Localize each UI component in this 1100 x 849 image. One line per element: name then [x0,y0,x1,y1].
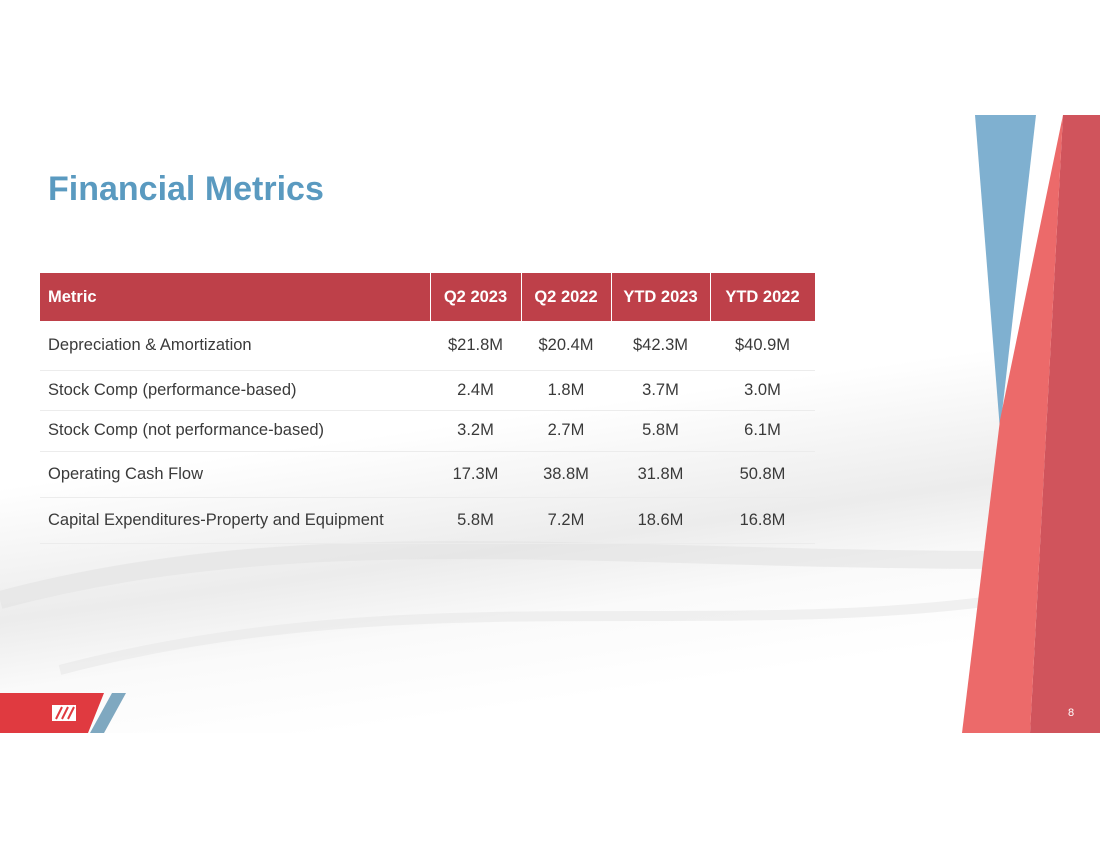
page-number: 8 [1068,707,1075,719]
value-cell: 17.3M [430,451,521,498]
table-row: Operating Cash Flow 17.3M 38.8M 31.8M 50.8M [40,451,815,498]
table-row: Stock Comp (not performance-based) 3.2M 2.… [40,410,815,452]
value-cell: 50.8M [710,451,815,498]
value-cell: 6.1M [710,410,815,452]
value-cell: 2.7M [521,410,611,452]
metric-cell: Depreciation & Amortization [40,321,430,371]
metric-cell: Capital Expenditures-Property and Equipm… [40,497,430,544]
column-header: Q2 2023 [430,273,522,321]
column-header: YTD 2023 [611,273,711,321]
slide: Financial Metrics Metric Q2 2023 Q2 2022 YT… [0,0,1100,733]
value-cell: 16.8M [710,497,815,544]
value-cell: 5.8M [611,410,710,452]
value-cell: 2.4M [430,370,521,411]
column-header: Metric [40,273,431,321]
value-cell: 1.8M [521,370,611,411]
value-cell: 31.8M [611,451,710,498]
value-cell: $40.9M [710,321,815,371]
decor [0,115,1100,733]
table-row: Depreciation & Amortization $21.8M $20.4M $… [40,321,815,371]
metric-cell: Stock Comp (not performance-based) [40,410,430,452]
metric-cell: Operating Cash Flow [40,451,430,498]
header-row: Metric Q2 2023 Q2 2022 YTD 2023 YTD 2022 [40,273,816,321]
table-body: Depreciation & Amortization $21.8M $20.4M $… [40,321,815,544]
value-cell: $20.4M [521,321,611,371]
metrics-table: Metric Q2 2023 Q2 2022 YTD 2023 YTD 2022 Dep… [40,273,816,544]
slide-title: Financial Metrics [48,170,324,208]
value-cell: 3.2M [430,410,521,452]
metric-cell: Stock Comp (performance-based) [40,370,430,411]
value-cell: 38.8M [521,451,611,498]
value-cell: 7.2M [521,497,611,544]
column-header: YTD 2022 [710,273,816,321]
table-row: Capital Expenditures-Property and Equipm… [40,497,815,544]
value-cell: 18.6M [611,497,710,544]
value-cell: 3.7M [611,370,710,411]
table-row: Stock Comp (performance-based) 2.4M 1.8M 3.… [40,370,815,411]
value-cell: $21.8M [430,321,521,371]
column-header: Q2 2022 [521,273,612,321]
value-cell: 3.0M [710,370,815,411]
value-cell: $42.3M [611,321,710,371]
value-cell: 5.8M [430,497,521,544]
